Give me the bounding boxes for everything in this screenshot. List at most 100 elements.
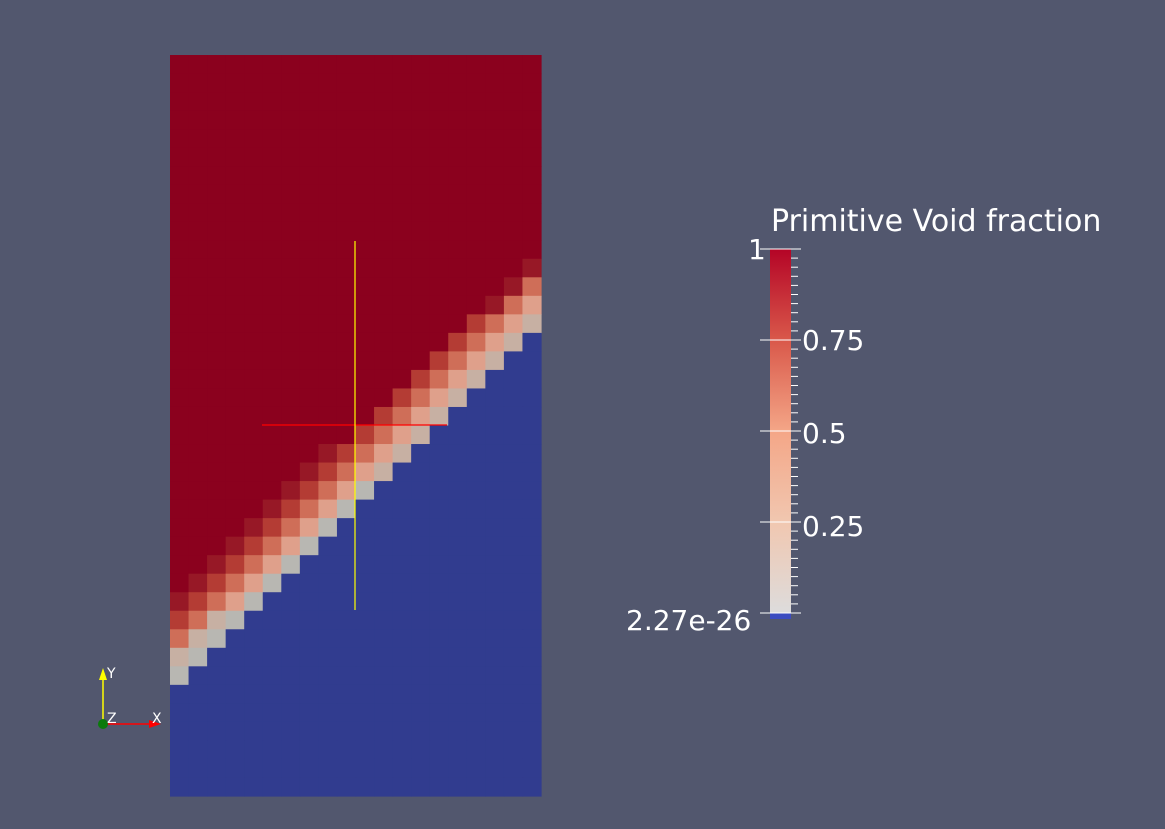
field-cell bbox=[225, 258, 245, 278]
field-cell bbox=[522, 462, 542, 482]
field-cell bbox=[392, 258, 412, 278]
field-cell bbox=[429, 592, 449, 612]
field-cell bbox=[448, 573, 468, 593]
field-cell bbox=[207, 777, 227, 797]
colorbar-label-min: 2.27e-26 bbox=[626, 604, 752, 637]
field-cell bbox=[355, 55, 375, 75]
field-cell bbox=[244, 703, 264, 723]
field-cell bbox=[485, 462, 505, 482]
field-cell bbox=[225, 758, 245, 779]
field-cell bbox=[355, 221, 375, 241]
field-cell bbox=[448, 351, 468, 371]
field-cell bbox=[522, 647, 542, 667]
field-cell bbox=[262, 536, 282, 556]
field-cell bbox=[318, 240, 338, 260]
field-cell bbox=[355, 258, 375, 278]
field-cell bbox=[503, 703, 524, 723]
field-cell bbox=[281, 221, 301, 241]
field-cell bbox=[429, 73, 449, 93]
field-cell bbox=[281, 684, 301, 704]
field-cell bbox=[170, 758, 190, 779]
field-cell bbox=[374, 518, 394, 538]
field-cell bbox=[207, 147, 227, 167]
field-cell bbox=[188, 555, 208, 575]
field-cell bbox=[374, 258, 394, 278]
field-cell bbox=[448, 314, 468, 334]
field-cell bbox=[448, 221, 468, 241]
field-cell bbox=[429, 55, 449, 75]
axis-z-label: Z bbox=[107, 711, 117, 727]
field-cell bbox=[281, 555, 301, 575]
field-cell bbox=[188, 388, 208, 408]
field-cell bbox=[485, 369, 505, 390]
field-cell bbox=[244, 277, 264, 297]
field-cell bbox=[299, 462, 319, 482]
void-fraction-field bbox=[170, 55, 542, 797]
field-cell bbox=[466, 277, 486, 297]
field-cell bbox=[522, 332, 542, 353]
field-cell bbox=[207, 684, 227, 704]
field-cell bbox=[170, 314, 190, 334]
probe-crosshair[interactable] bbox=[262, 241, 447, 610]
field-cell bbox=[225, 481, 245, 501]
field-cell bbox=[355, 518, 375, 538]
axis-x-label: X bbox=[152, 711, 162, 727]
field-cell bbox=[170, 462, 190, 482]
field-cell bbox=[374, 425, 394, 445]
field-cell bbox=[188, 536, 208, 556]
field-cell bbox=[262, 351, 282, 371]
field-cell bbox=[262, 147, 282, 167]
field-cell bbox=[281, 129, 301, 149]
field-cell bbox=[485, 295, 505, 315]
field-cell bbox=[170, 499, 190, 519]
field-cell bbox=[262, 777, 282, 797]
field-cell bbox=[336, 406, 357, 427]
field-cell bbox=[466, 351, 486, 371]
field-cell bbox=[392, 240, 412, 260]
field-cell bbox=[281, 388, 301, 408]
field-cell bbox=[207, 499, 227, 519]
field-cell bbox=[244, 758, 264, 779]
field-cell bbox=[448, 518, 468, 538]
field-cell bbox=[429, 221, 449, 241]
field-cell bbox=[262, 369, 282, 390]
field-cell bbox=[244, 147, 264, 167]
field-cell bbox=[466, 295, 486, 315]
field-cell bbox=[503, 277, 524, 297]
field-cell bbox=[522, 777, 542, 797]
field-cell bbox=[207, 55, 227, 75]
colorbar[interactable] bbox=[760, 248, 801, 619]
field-cell bbox=[392, 203, 412, 223]
field-cell bbox=[299, 629, 319, 649]
field-cell bbox=[503, 406, 524, 427]
field-cell bbox=[374, 110, 394, 130]
field-cell bbox=[188, 573, 208, 593]
field-cell bbox=[188, 184, 208, 204]
field-cell bbox=[411, 166, 431, 186]
field-cell bbox=[429, 777, 449, 797]
field-cell bbox=[281, 499, 301, 519]
field-cell bbox=[299, 777, 319, 797]
field-cell bbox=[448, 332, 468, 353]
field-cell bbox=[411, 592, 431, 612]
field-cell bbox=[244, 777, 264, 797]
field-cell bbox=[411, 73, 431, 93]
field-cell bbox=[411, 666, 431, 686]
field-cell bbox=[244, 129, 264, 149]
field-cell bbox=[262, 258, 282, 278]
field-cell bbox=[374, 777, 394, 797]
field-cell bbox=[244, 592, 264, 612]
field-cell bbox=[355, 129, 375, 149]
field-cell bbox=[466, 740, 486, 760]
field-cell bbox=[448, 740, 468, 760]
field-cell bbox=[244, 203, 264, 223]
field-cell bbox=[299, 592, 319, 612]
field-cell bbox=[522, 166, 542, 186]
field-cell bbox=[392, 703, 412, 723]
field-cell bbox=[225, 703, 245, 723]
field-cell bbox=[355, 425, 375, 445]
field-cell bbox=[170, 777, 190, 797]
field-cell bbox=[485, 499, 505, 519]
field-cell bbox=[244, 166, 264, 186]
